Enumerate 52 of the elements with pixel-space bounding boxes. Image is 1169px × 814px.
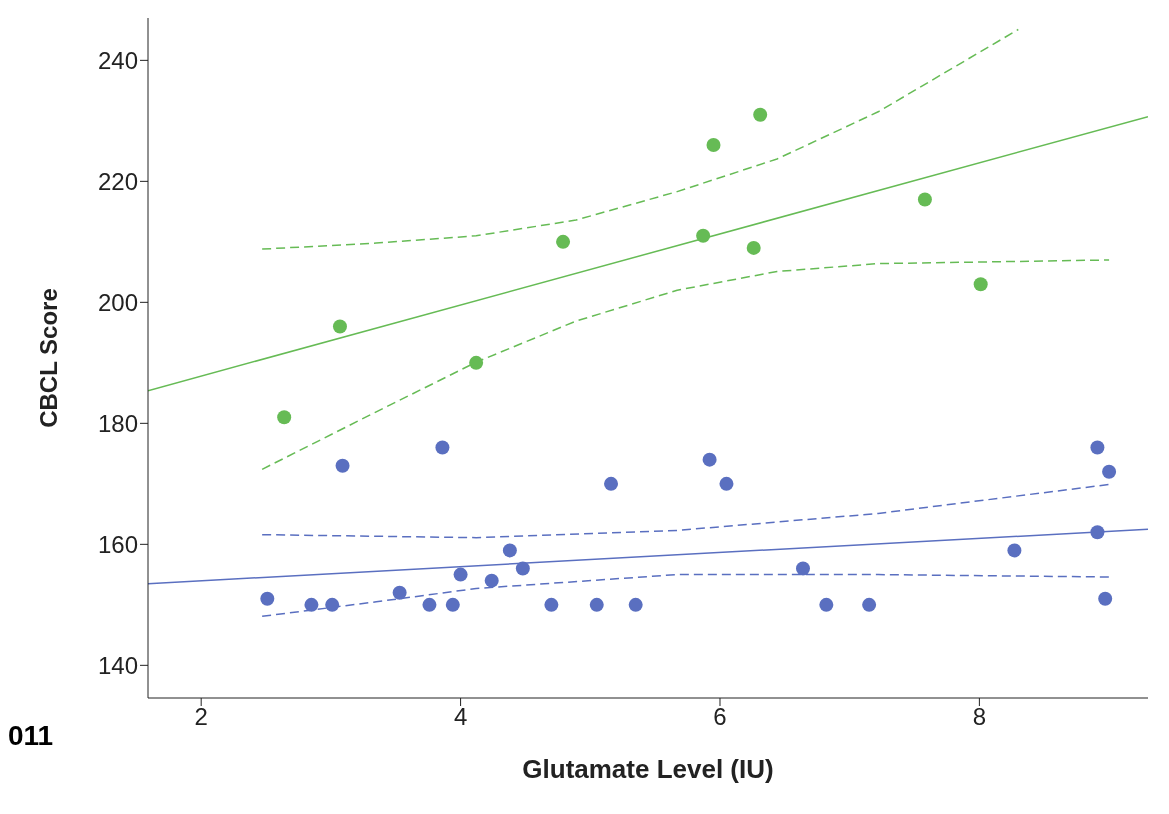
point xyxy=(422,597,437,612)
point xyxy=(1007,543,1022,558)
y-tick-label: 200 xyxy=(97,288,138,316)
point xyxy=(453,567,468,582)
x-tick-label: 8 xyxy=(972,703,987,731)
point xyxy=(589,597,604,612)
point xyxy=(746,240,761,255)
point xyxy=(392,585,407,600)
y-tick-label: 240 xyxy=(97,46,138,74)
point xyxy=(795,561,810,576)
point xyxy=(604,476,619,491)
x-axis-title: Glutamate Level (IU) xyxy=(522,754,774,784)
point xyxy=(819,597,834,612)
point xyxy=(1090,440,1105,455)
point xyxy=(917,192,932,207)
point xyxy=(325,597,340,612)
point xyxy=(335,458,350,473)
point xyxy=(702,452,717,467)
line-series xyxy=(261,28,1020,250)
line-series xyxy=(261,259,1110,471)
point xyxy=(628,597,643,612)
x-tick-label: 2 xyxy=(194,703,208,731)
point xyxy=(515,561,530,576)
point xyxy=(502,543,517,558)
point xyxy=(435,440,450,455)
y-tick-label: 140 xyxy=(97,651,138,679)
line-series xyxy=(261,483,1110,539)
point xyxy=(445,597,460,612)
point xyxy=(556,234,571,249)
point xyxy=(696,228,711,243)
point xyxy=(277,410,292,425)
x-tick-label: 4 xyxy=(453,703,468,731)
y-axis-title: CBCL Score xyxy=(34,288,62,428)
point xyxy=(1098,591,1113,606)
point xyxy=(862,597,877,612)
text: 011 xyxy=(8,720,54,752)
point xyxy=(1102,464,1117,479)
x-tick-label: 6 xyxy=(713,703,727,731)
point xyxy=(1090,525,1105,540)
y-tick-label: 180 xyxy=(97,409,138,437)
point xyxy=(719,476,734,491)
point xyxy=(469,355,484,370)
point xyxy=(260,591,275,606)
point xyxy=(973,277,988,292)
point xyxy=(706,138,721,153)
y-tick-label: 160 xyxy=(97,530,138,558)
point xyxy=(753,107,768,122)
point xyxy=(544,597,559,612)
point xyxy=(484,573,499,588)
point xyxy=(304,597,319,612)
point xyxy=(332,319,347,334)
y-tick-label: 220 xyxy=(97,167,138,195)
